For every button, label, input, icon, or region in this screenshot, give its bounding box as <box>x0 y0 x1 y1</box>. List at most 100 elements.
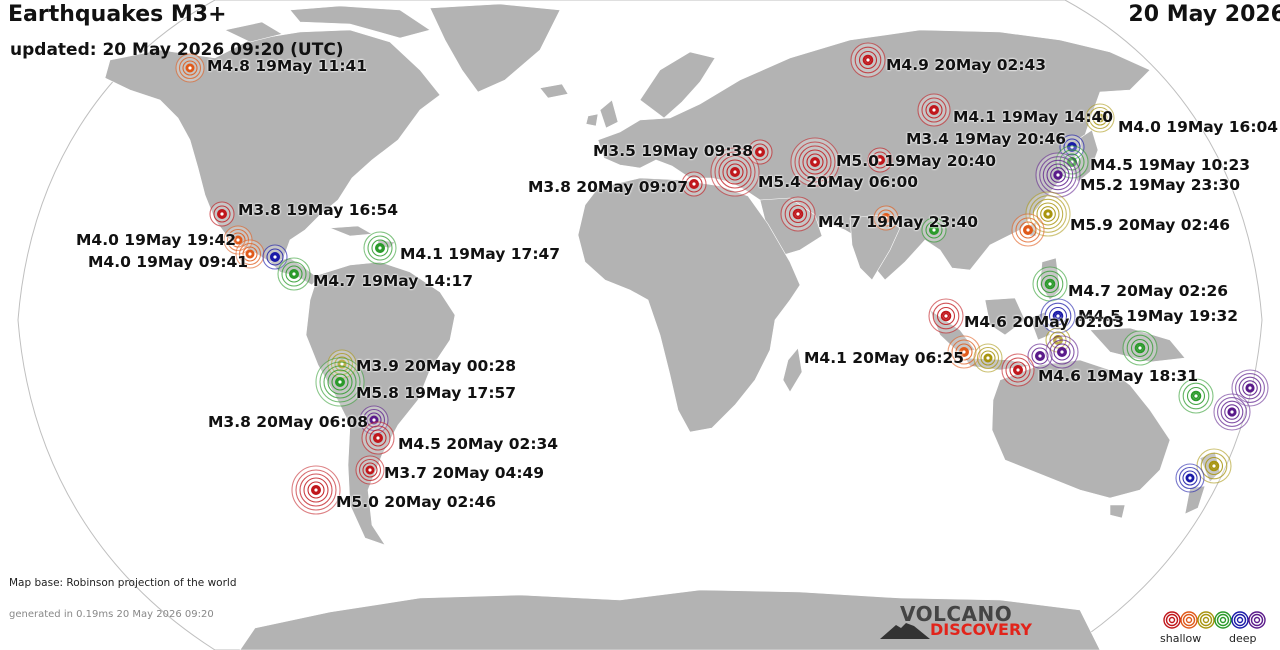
earthquake-marker[interactable] <box>681 171 707 197</box>
earthquake-marker[interactable] <box>277 257 311 291</box>
earthquake-marker[interactable] <box>917 93 951 127</box>
legend-swatch <box>1236 616 1244 624</box>
marker-ring <box>755 147 765 157</box>
marker-ring <box>921 97 947 123</box>
earthquake-marker[interactable] <box>947 335 981 369</box>
marker-epicenter <box>246 250 254 258</box>
marker-ring <box>1185 473 1195 483</box>
earthquake-label[interactable]: M5.4 20May 06:00 <box>758 173 919 191</box>
earthquake-label[interactable]: M3.8 19May 16:54 <box>238 201 399 219</box>
earthquake-label[interactable]: M4.7 19May 23:40 <box>818 213 979 231</box>
earthquake-label[interactable]: M4.6 20May 02:03 <box>964 313 1125 331</box>
marker-ring <box>1050 167 1066 183</box>
earthquake-marker[interactable] <box>361 421 395 455</box>
marker-ring <box>1126 334 1154 362</box>
legend-swatch <box>1250 613 1264 627</box>
marker-ring <box>1040 206 1056 222</box>
earthquake-label[interactable]: M3.5 19May 09:38 <box>593 142 754 160</box>
marker-ring <box>983 353 993 363</box>
earthquake-marker[interactable] <box>1001 353 1035 387</box>
earthquake-label[interactable]: M3.8 20May 06:08 <box>208 413 369 431</box>
earthquake-label[interactable]: M5.8 19May 17:57 <box>356 384 517 402</box>
marker-ring <box>1015 217 1041 243</box>
earthquake-label[interactable]: M5.0 20May 02:46 <box>336 493 497 511</box>
earthquake-marker[interactable] <box>867 147 893 173</box>
marker-epicenter <box>1136 344 1144 352</box>
marker-ring <box>1036 202 1060 226</box>
earthquake-marker[interactable] <box>363 231 397 265</box>
earthquake-marker[interactable] <box>235 239 265 269</box>
marker-epicenter <box>1036 352 1044 360</box>
earthquake-marker[interactable] <box>1196 448 1232 484</box>
earthquake-label[interactable]: M4.7 19May 14:17 <box>313 272 474 290</box>
earthquake-label[interactable]: M5.2 19May 23:30 <box>1080 176 1241 194</box>
marker-epicenter <box>930 106 938 114</box>
marker-ring <box>794 141 836 183</box>
volcano-discovery-logo[interactable]: VOLCANO DISCOVERY <box>880 602 1032 640</box>
earthquake-marker[interactable] <box>209 201 235 227</box>
marker-ring <box>327 369 353 395</box>
marker-ring <box>862 54 874 66</box>
marker-ring <box>245 249 255 259</box>
earthquake-marker[interactable] <box>315 357 365 407</box>
marker-epicenter <box>811 158 819 166</box>
earthquake-label[interactable]: M4.6 19May 18:31 <box>1038 367 1199 385</box>
earthquake-marker[interactable] <box>1178 378 1214 414</box>
marker-ring <box>323 365 357 399</box>
marker-ring <box>792 208 804 220</box>
earthquake-label[interactable]: M4.5 20May 02:34 <box>398 435 559 453</box>
earthquake-label[interactable]: M4.1 20May 06:25 <box>804 349 965 367</box>
earthquake-label[interactable]: M4.1 19May 14:40 <box>953 108 1114 126</box>
earthquake-marker[interactable] <box>850 42 886 78</box>
earthquake-marker[interactable] <box>175 53 205 83</box>
earthquake-label[interactable]: M4.0 19May 19:42 <box>76 231 237 249</box>
earthquake-marker[interactable] <box>355 455 385 485</box>
marker-ring <box>1088 106 1112 130</box>
legend-swatch <box>1216 613 1230 627</box>
earthquake-marker[interactable] <box>973 343 1003 373</box>
earthquake-label[interactable]: M4.5 19May 10:23 <box>1090 156 1251 174</box>
earthquake-marker[interactable] <box>1213 393 1251 431</box>
earthquake-marker[interactable] <box>921 217 947 243</box>
marker-ring <box>213 205 231 223</box>
marker-ring <box>798 145 832 179</box>
earthquake-marker[interactable] <box>1122 330 1158 366</box>
marker-epicenter <box>1068 158 1076 166</box>
earthquake-label[interactable]: M4.9 20May 02:43 <box>886 56 1047 74</box>
earthquake-label[interactable]: M3.7 20May 04:49 <box>384 464 545 482</box>
marker-epicenter <box>271 253 279 261</box>
earthquake-label[interactable]: M5.9 20May 02:46 <box>1070 216 1231 234</box>
earthquake-label[interactable]: M5.0 19May 20:40 <box>836 152 997 170</box>
earthquake-marker[interactable] <box>291 465 341 515</box>
earthquake-marker[interactable] <box>1085 103 1115 133</box>
earthquake-label[interactable]: M3.8 20May 09:07 <box>528 178 689 196</box>
earthquake-marker[interactable] <box>780 196 816 232</box>
earthquake-label[interactable]: M4.7 20May 02:26 <box>1068 282 1229 300</box>
earthquake-marker[interactable] <box>790 137 840 187</box>
earthquake-label[interactable]: M4.0 19May 16:04 <box>1118 118 1279 136</box>
marker-ring <box>1242 380 1258 396</box>
earthquake-marker[interactable] <box>1045 335 1079 369</box>
earthquake-label[interactable]: M4.1 19May 17:47 <box>400 245 561 263</box>
marker-epicenter <box>1024 226 1032 234</box>
earthquake-marker[interactable] <box>928 298 964 334</box>
earthquake-marker[interactable] <box>1035 152 1081 198</box>
earthquake-label[interactable]: M4.8 19May 11:41 <box>207 57 368 75</box>
earthquake-marker[interactable] <box>1032 266 1068 302</box>
marker-ring <box>1049 331 1067 349</box>
earthquake-label[interactable]: M4.5 19May 19:32 <box>1078 307 1239 325</box>
marker-epicenter <box>930 226 938 234</box>
marker-ring <box>1095 113 1105 123</box>
earthquake-marker[interactable] <box>1040 298 1076 334</box>
marker-ring <box>1053 343 1071 361</box>
marker-epicenter <box>186 64 194 72</box>
earthquake-label[interactable]: M3.4 19May 20:46 <box>906 130 1067 148</box>
earthquake-label[interactable]: M3.9 20May 00:28 <box>356 357 517 375</box>
earthquake-label[interactable]: M4.0 19May 09:41 <box>88 253 249 271</box>
earthquake-marker[interactable] <box>873 205 899 231</box>
earthquake-marker[interactable] <box>1175 463 1205 493</box>
earthquake-marker[interactable] <box>1027 343 1053 369</box>
earthquake-marker[interactable] <box>710 147 760 197</box>
earthquake-marker[interactable] <box>1011 213 1045 247</box>
earthquake-marker[interactable] <box>262 244 288 270</box>
